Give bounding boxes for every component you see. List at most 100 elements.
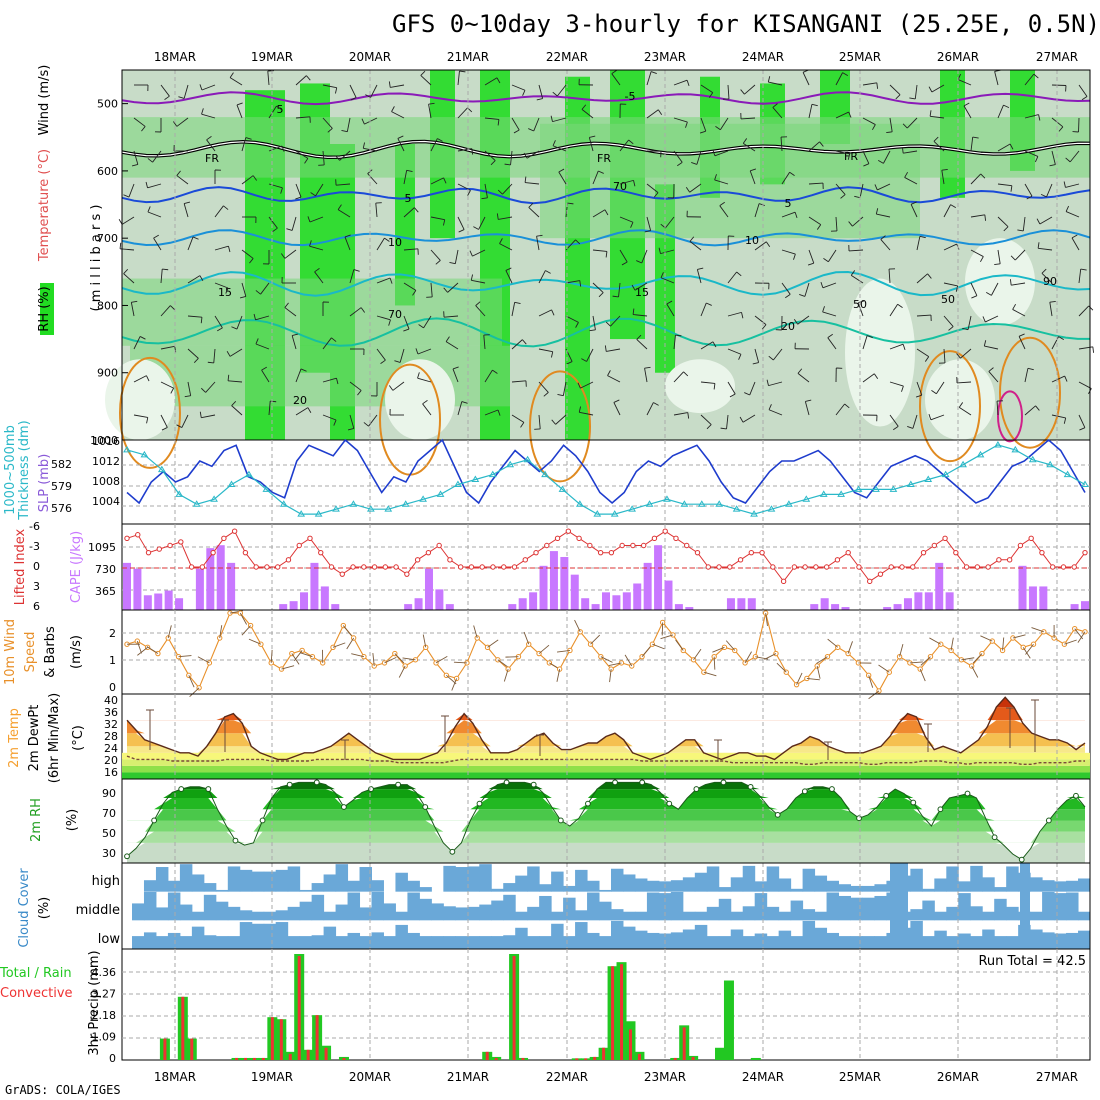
wind-barb [558, 171, 567, 185]
li-marker [662, 528, 668, 534]
cape-bar [143, 595, 152, 610]
wind-barb-flag [876, 82, 879, 89]
li-marker [350, 564, 356, 570]
wind-barb [719, 117, 729, 130]
cape-bar [633, 583, 642, 610]
wind-barb [726, 414, 729, 429]
wind10-barb [816, 665, 821, 679]
cape-bar [914, 592, 923, 610]
cloud-cell [299, 936, 313, 949]
wind-barb-flag [628, 139, 634, 145]
top-date-label: 19MAR [251, 50, 293, 64]
cloud-cell [1078, 930, 1091, 949]
wind-barb-flag [644, 230, 651, 233]
wind-barb [988, 371, 999, 383]
wind-barb [970, 173, 982, 185]
pressure-tick: 600 [97, 165, 118, 178]
cloud-cell [1030, 911, 1043, 921]
li-marker [264, 564, 270, 570]
cloud-cell [455, 867, 468, 892]
li-marker [748, 549, 755, 556]
wind-barb [391, 111, 405, 119]
cape-bar [664, 580, 673, 610]
wind-barb [880, 239, 891, 251]
thickness-marker [767, 505, 776, 512]
rh-moist-column [395, 144, 415, 306]
cloud-cell [419, 898, 432, 921]
wind-barb [633, 314, 648, 317]
thickness-marker [872, 485, 880, 492]
wind-barb [781, 172, 791, 185]
cloud-cell [227, 936, 241, 949]
wind-barb [346, 117, 351, 132]
ylabel-convective: Convective [0, 986, 73, 1001]
wind-barb-flag [863, 163, 870, 167]
wind-barb-flag [567, 202, 574, 205]
wind-barb [579, 411, 594, 416]
wind-barb [741, 117, 756, 120]
wind-barb [422, 403, 432, 416]
wind10-barb [574, 619, 581, 632]
dewpt-line [126, 755, 1085, 766]
cloud-cell [994, 898, 1007, 921]
cloud-cell [622, 926, 636, 949]
li-marker [576, 535, 582, 542]
cloud-cell [730, 877, 744, 892]
cloud-cell [754, 893, 768, 921]
wind-barb [123, 273, 135, 284]
temp-area-band [127, 697, 1085, 708]
cape-bar [747, 598, 756, 610]
rh2m-marker [747, 783, 754, 790]
cloud-full [1020, 863, 1030, 949]
cloud-cell [694, 911, 708, 921]
wind-barb-flag [252, 175, 258, 181]
wind-barb [835, 150, 850, 155]
wind-barb-flag [270, 400, 277, 403]
temp-tick: 40 [104, 694, 118, 707]
wind-barb-flag [119, 242, 122, 249]
wind-barb-flag [449, 261, 456, 265]
wind-barb [991, 282, 999, 296]
wind-barb [857, 302, 864, 317]
wind-barb-flag [522, 90, 526, 96]
thickness-marker [802, 495, 811, 502]
wind-barb [883, 150, 891, 164]
cloud-cell [155, 907, 169, 921]
precip-conv-bar [602, 1047, 606, 1060]
wind-barb-flag [300, 368, 307, 372]
wind-barb-flag [729, 393, 736, 398]
wind-barb [910, 204, 918, 218]
cloud-cell [503, 883, 516, 892]
ylabel-wind10-unit: (m/s) [69, 635, 84, 669]
thickness-marker [488, 470, 497, 478]
wind-barb-flag [699, 130, 706, 134]
slp-panel-frame [121, 439, 1091, 525]
contour-label: 20 [293, 394, 307, 407]
wind10-barb [725, 640, 736, 651]
wind-barb-flag [1049, 300, 1056, 303]
wind-barb [967, 315, 972, 330]
precip-conv-bar [252, 1057, 256, 1060]
wind10-barb [624, 654, 633, 667]
rh2m-marker [991, 834, 998, 841]
thickness-marker [610, 510, 619, 517]
rh2m-marker [395, 781, 402, 788]
wind-barb [586, 348, 594, 362]
wind-barb-flag [164, 95, 170, 101]
wind-barb [430, 138, 438, 152]
cloud-cell [551, 871, 564, 892]
wind-barb-flag [941, 168, 948, 171]
wind-barb-flag [929, 110, 932, 117]
wind-barb [160, 269, 163, 284]
bottom-date-label: 25MAR [839, 1070, 881, 1084]
wind-barb [994, 71, 999, 86]
li-marker [436, 542, 442, 549]
wind-barb-flag [605, 321, 611, 327]
wind10-panel-frame [121, 609, 1091, 695]
thickness-marker [1081, 480, 1089, 487]
wind-barb-flag [170, 387, 174, 394]
contour-label: 10 [388, 236, 402, 249]
rh2m-marker [1073, 792, 1079, 799]
li-marker [242, 549, 249, 556]
wind-barb [827, 249, 837, 262]
